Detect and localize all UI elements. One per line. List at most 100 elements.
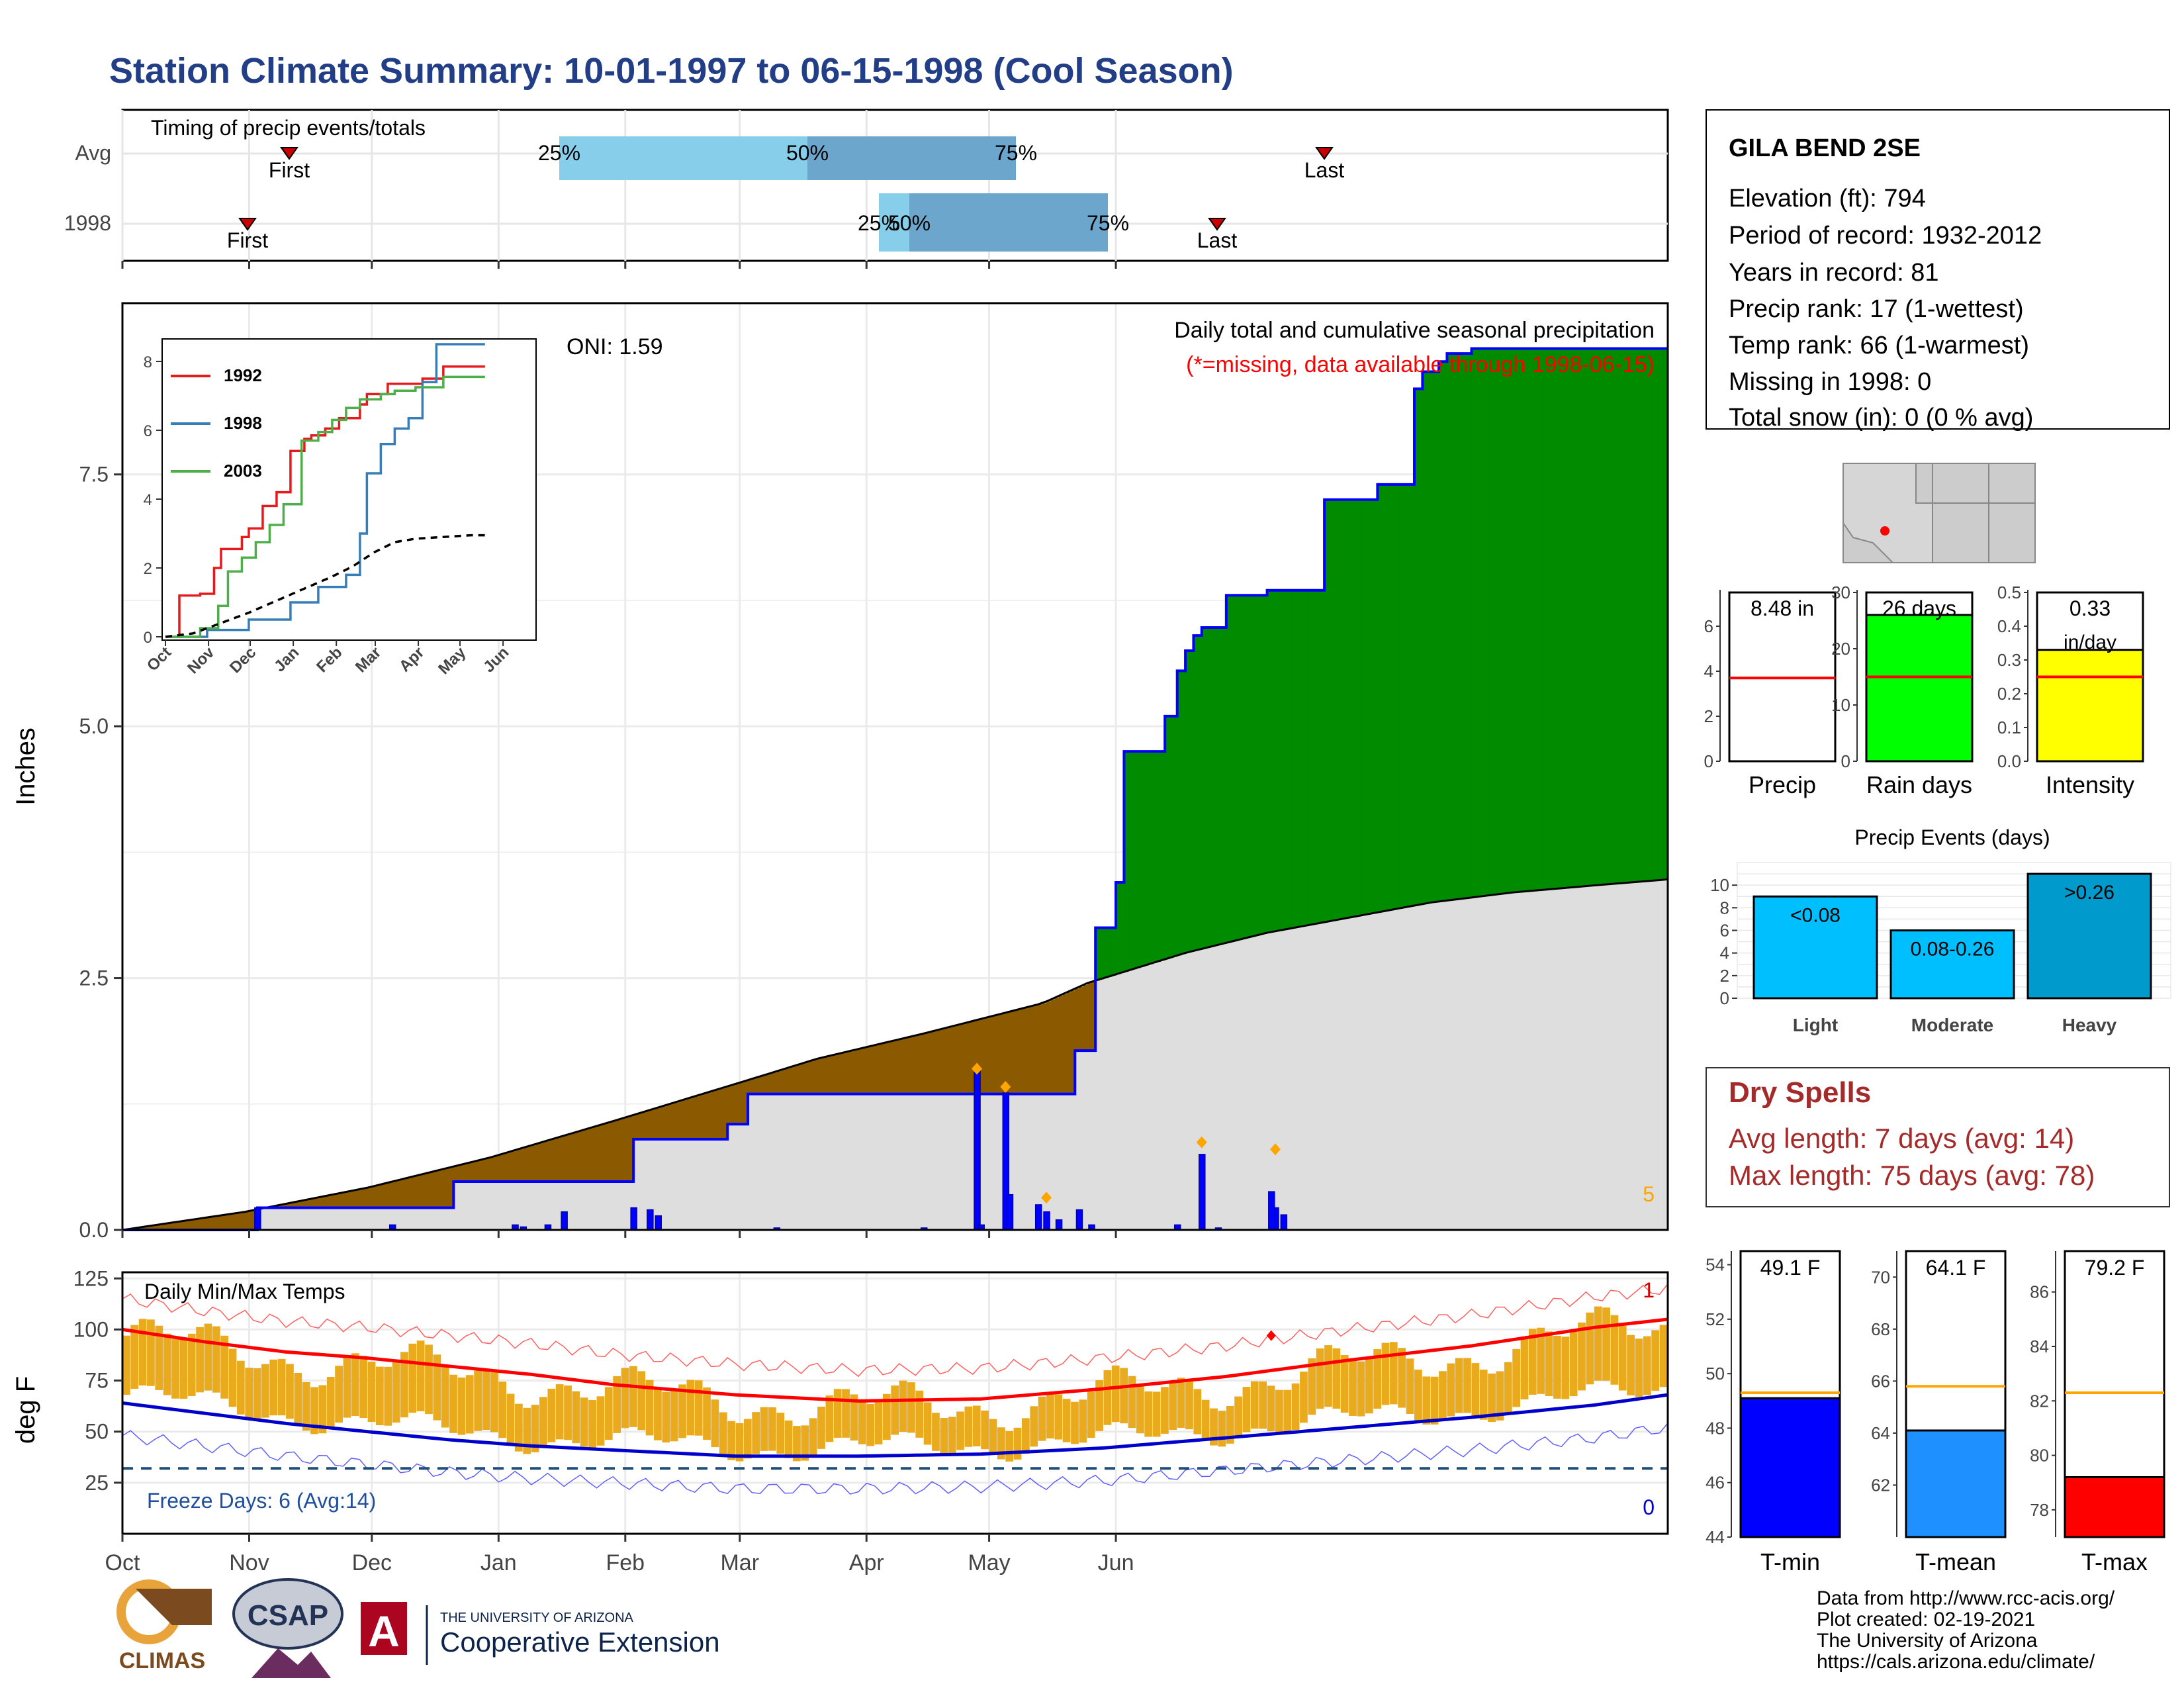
temp-bar-tick-label: 62 [1871,1475,1890,1495]
temp-summary-bars: 44 46 48 50 52 54 49.1 F T-min 62 64 66 68 70 64.1 F T… [1706,1250,2165,1575]
temp-bar-T-mean [1905,1429,2007,1538]
below-avg-area [829,1055,835,1094]
above-avg-area [1430,371,1435,903]
temp-bar-tick-label: 86 [2030,1282,2049,1302]
below-avg-area [1058,996,1064,1094]
below-avg-area [923,1033,929,1094]
daily-precip-bar [1034,1204,1042,1231]
above-avg-area [1663,348,1668,880]
above-avg-area [1635,348,1640,882]
timing-heading: Timing of precip events/totals [151,116,426,140]
summary-tick-label: 0.4 [1997,616,2021,636]
below-avg-area [318,1197,324,1208]
below-avg-area [208,1217,213,1230]
daily-temp-bar [1283,1389,1292,1434]
below-avg-area [1054,998,1060,1094]
below-avg-area [768,1074,773,1094]
below-avg-area [842,1053,846,1094]
above-avg-area [1205,628,1210,948]
timing-avg-50: 50% [786,141,829,165]
below-avg-area [494,1156,499,1182]
daily-temp-bar [220,1335,229,1399]
above-avg-area [1226,595,1231,943]
inset-y-tick-label: 6 [144,422,152,440]
daily-temp-bar [1144,1391,1153,1437]
footer-line-2: Plot created: 02-19-2021 [1817,1609,2035,1630]
below-avg-area [694,1096,700,1140]
daily-temp-bar [1561,1336,1570,1399]
below-avg-area [1079,986,1084,1051]
above-avg-area [1451,353,1456,900]
temp-bar-T-min [1739,1397,1841,1538]
above-avg-area [1218,628,1223,945]
events-y-tick-label: 4 [1720,943,1729,963]
events-bar-Heavy [2026,872,2152,1000]
above-avg-area [1181,671,1186,955]
below-avg-area [887,1042,891,1094]
daily-temp-bar [449,1374,457,1433]
above-avg-area [1426,371,1432,904]
below-avg-area [515,1150,520,1182]
below-avg-area [703,1094,707,1140]
temp-bar-tick-label: 84 [2030,1336,2049,1356]
above-avg-area [1300,590,1304,927]
below-avg-area [932,1031,936,1094]
below-avg-area [756,1077,761,1094]
above-avg-area [1655,348,1661,880]
below-avg-area [155,1225,160,1230]
daily-temp-bar [1316,1348,1324,1409]
above-avg-area [1316,590,1321,924]
daily-temp-bar [531,1405,539,1452]
below-avg-area [719,1088,724,1140]
daily-temp-bar [1455,1358,1463,1413]
daily-temp-bar [1021,1418,1030,1454]
below-avg-area [200,1218,205,1230]
daily-temp-bar [1610,1315,1619,1385]
events-bar-Moderate [1889,929,2015,1000]
above-avg-area [1533,348,1537,891]
daily-temp-bar [915,1390,924,1438]
missing-note: (*=missing, data available through 1998-… [1186,352,1655,377]
temp-top-count: 1 [1643,1278,1655,1302]
daily-precip-bar [630,1207,637,1231]
below-avg-area [163,1223,168,1230]
below-avg-area [457,1165,463,1182]
below-avg-area [310,1199,315,1208]
below-avg-area [805,1062,810,1094]
below-avg-area [339,1193,344,1208]
summary-category-label: Precip [1749,771,1816,798]
below-avg-area [212,1216,217,1230]
month-label: Apr [849,1550,884,1575]
above-avg-area [1389,484,1394,910]
above-avg-area [1598,348,1603,886]
below-avg-area [715,1090,720,1140]
month-label: Nov [229,1550,269,1575]
daily-temp-bar [408,1343,417,1413]
above-avg-area [1120,882,1125,973]
below-avg-area [915,1035,921,1094]
daily-temp-bar [1537,1327,1545,1394]
record-min-line [122,1423,1668,1495]
station-snow: Total snow (in): 0 (0 % avg) [1729,404,2033,432]
daily-temp-bar [703,1387,711,1440]
daily-temp-bar [351,1353,359,1417]
above-avg-area [1651,348,1657,881]
timing-year-50: 50% [888,211,931,235]
daily-temp-bar [1226,1405,1234,1444]
below-avg-area [866,1047,872,1094]
temp-bar-tick-label: 78 [2030,1500,2049,1520]
below-avg-area [576,1132,581,1182]
daily-temp-bar [932,1413,940,1451]
footer: CLIMAS CSAP A THE UNIVERSITY OF ARIZONA … [116,1578,2115,1678]
temp-category-label: T-mean [1915,1548,1996,1575]
above-avg-area [1287,590,1293,929]
below-avg-area [997,1014,1002,1094]
below-avg-area [568,1134,573,1182]
temp-y-axis: 25 50 75 100 125 [73,1266,122,1495]
inset-series-2003 [165,375,485,638]
oni-label: ONI: 1.59 [567,334,663,359]
daily-temp-bar [1389,1342,1398,1405]
below-avg-area [347,1192,352,1208]
events-category-label: Moderate [1911,1015,1993,1035]
